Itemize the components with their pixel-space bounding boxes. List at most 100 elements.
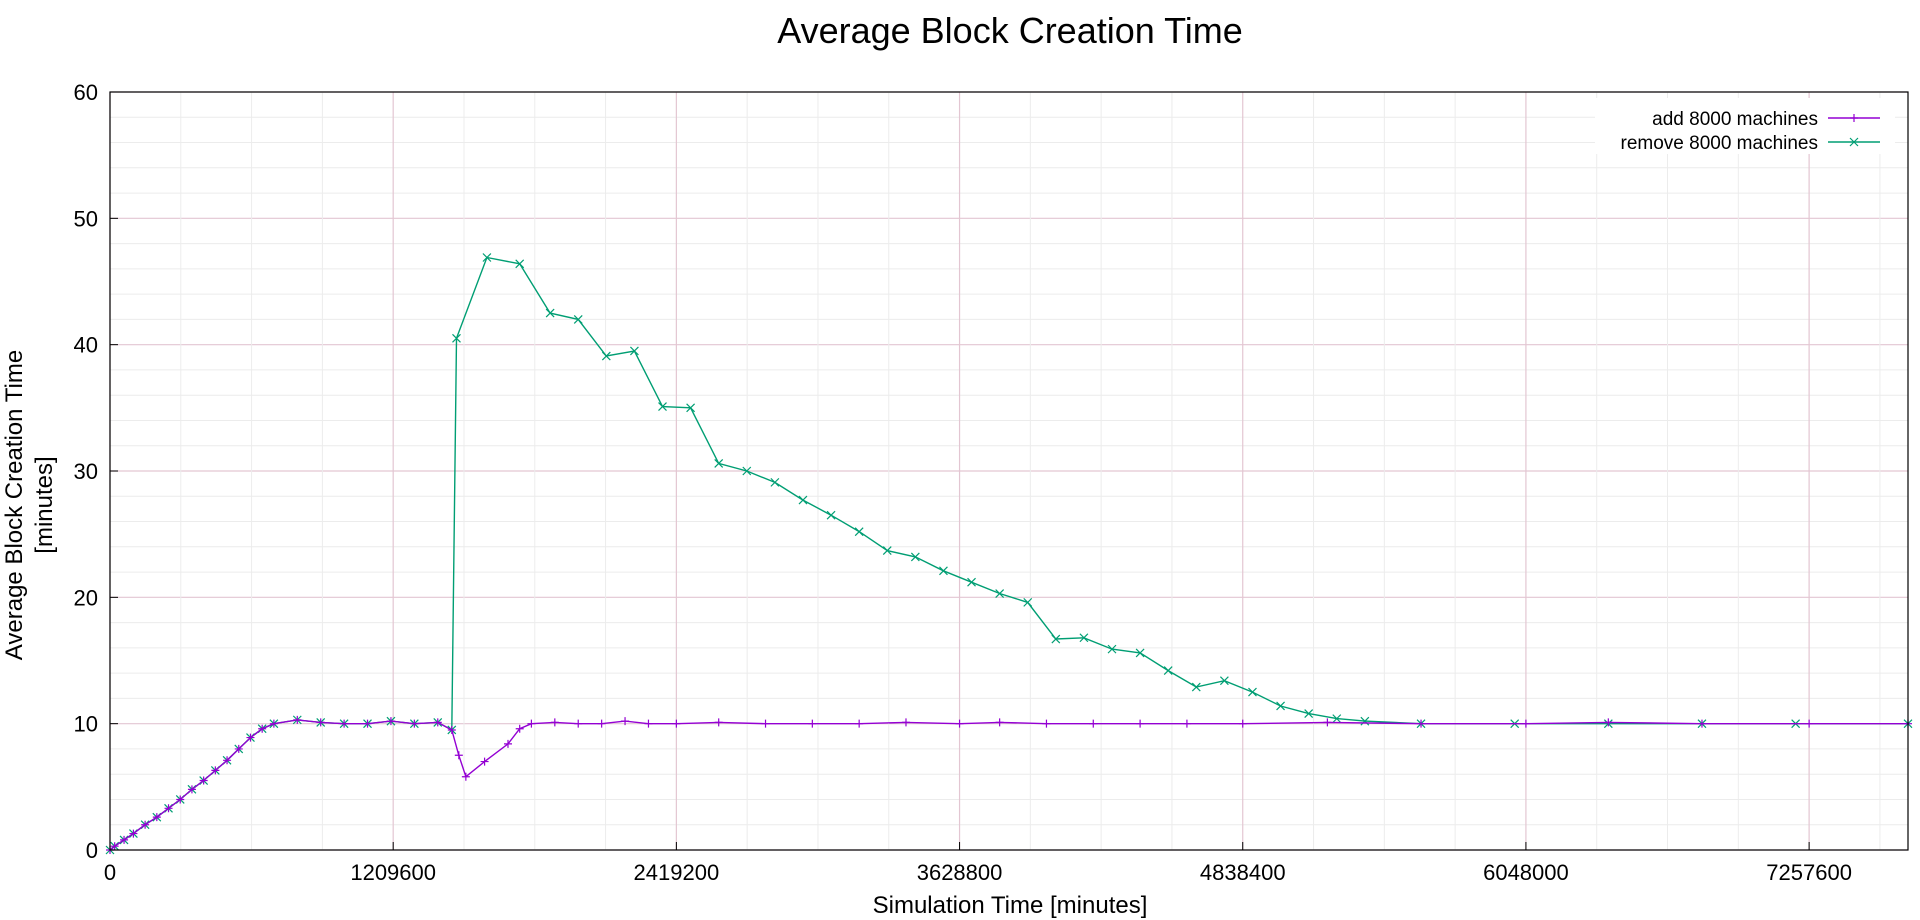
x-tick-label: 7257600 xyxy=(1766,860,1852,885)
data-point xyxy=(1042,719,1051,728)
data-point xyxy=(515,724,524,733)
data-point xyxy=(1805,719,1814,728)
series-line xyxy=(109,719,1908,851)
x-axis-label: Simulation Time [minutes] xyxy=(873,892,1148,919)
data-point xyxy=(621,717,630,726)
data-point xyxy=(234,744,243,753)
data-point xyxy=(269,719,278,728)
data-point xyxy=(995,718,1004,727)
data-point xyxy=(597,719,606,728)
data-point xyxy=(316,718,325,727)
series-remove-8000-machines xyxy=(105,253,1913,855)
x-tick-label: 2419200 xyxy=(634,860,720,885)
data-point xyxy=(120,835,129,844)
data-point xyxy=(901,718,910,727)
data-point xyxy=(826,510,836,520)
y-axis-label-line-2: [minutes] xyxy=(31,456,58,553)
x-tick-label: 0 xyxy=(104,860,116,885)
legend: add 8000 machines remove 8000 machines xyxy=(1595,98,1895,154)
y-tick-label: 50 xyxy=(74,206,98,231)
data-point xyxy=(573,314,583,324)
data-point xyxy=(798,495,808,505)
x-tick-label: 4838400 xyxy=(1200,860,1286,885)
chart-title: Average Block Creation Time xyxy=(777,10,1243,51)
data-point xyxy=(1089,719,1098,728)
data-point xyxy=(454,751,463,760)
data-point xyxy=(223,756,232,765)
axis-ticks: 0 1209600 2419200 3628800 4838400 6048000 7257… xyxy=(74,80,1852,885)
data-point xyxy=(1697,719,1706,728)
series-line xyxy=(109,256,1908,851)
y-tick-label: 60 xyxy=(74,80,98,105)
data-point xyxy=(527,719,536,728)
data-point xyxy=(1051,634,1061,644)
data-point xyxy=(1107,644,1117,654)
data-point xyxy=(176,795,185,804)
data-point xyxy=(164,804,173,813)
data-point xyxy=(644,719,653,728)
data-point xyxy=(480,757,489,766)
data-point xyxy=(1136,719,1145,728)
data-point xyxy=(939,566,948,576)
data-point xyxy=(1604,718,1613,727)
data-point xyxy=(658,402,667,411)
data-point xyxy=(995,589,1005,598)
data-point xyxy=(1323,718,1332,727)
data-point xyxy=(672,719,681,728)
data-point xyxy=(293,715,302,724)
data-point xyxy=(258,724,267,733)
y-tick-label: 40 xyxy=(74,333,98,358)
data-point xyxy=(574,719,583,728)
data-point xyxy=(1219,676,1229,686)
data-point xyxy=(686,403,696,413)
data-point xyxy=(1079,633,1089,643)
x-tick-label: 1209600 xyxy=(350,860,436,885)
data-point xyxy=(386,717,395,726)
data-point xyxy=(1238,719,1247,728)
data-point xyxy=(1417,719,1426,728)
data-point xyxy=(1850,114,1858,122)
data-point xyxy=(1248,687,1257,697)
data-point xyxy=(808,719,817,728)
data-point xyxy=(1182,719,1191,728)
data-point xyxy=(629,346,639,356)
legend-background xyxy=(1595,98,1895,154)
data-point xyxy=(482,253,492,262)
data-point xyxy=(199,776,208,785)
data-point xyxy=(1521,719,1530,728)
data-point xyxy=(601,351,611,361)
y-tick-label: 0 xyxy=(86,838,98,863)
legend-label: remove 8000 machines xyxy=(1621,133,1819,154)
data-point xyxy=(955,719,964,728)
data-point xyxy=(452,333,461,343)
data-point xyxy=(714,718,723,727)
data-point xyxy=(770,477,780,487)
data-point xyxy=(363,719,372,728)
data-point xyxy=(433,718,442,727)
data-point xyxy=(1135,648,1145,658)
data-point xyxy=(1849,137,1859,147)
y-tick-label: 30 xyxy=(74,459,98,484)
data-point xyxy=(545,308,555,318)
data-point xyxy=(967,577,976,587)
x-tick-label: 3628800 xyxy=(917,860,1003,885)
data-point xyxy=(855,719,864,728)
data-point xyxy=(110,842,119,851)
data-point xyxy=(1360,716,1370,726)
data-point xyxy=(152,813,161,822)
data-point xyxy=(1163,666,1173,676)
data-point xyxy=(141,820,150,829)
data-point xyxy=(910,552,920,562)
y-axis-label-line-1: Average Block Creation Time xyxy=(1,350,28,660)
data-point xyxy=(503,739,512,748)
data-point xyxy=(187,785,196,794)
data-point xyxy=(742,466,752,476)
data-point xyxy=(246,733,255,742)
data-point xyxy=(761,719,770,728)
data-point xyxy=(515,259,525,269)
series-layer xyxy=(105,253,1913,855)
series-add-8000-machines xyxy=(106,715,1912,854)
data-point xyxy=(211,766,220,775)
y-tick-label: 10 xyxy=(74,712,98,737)
